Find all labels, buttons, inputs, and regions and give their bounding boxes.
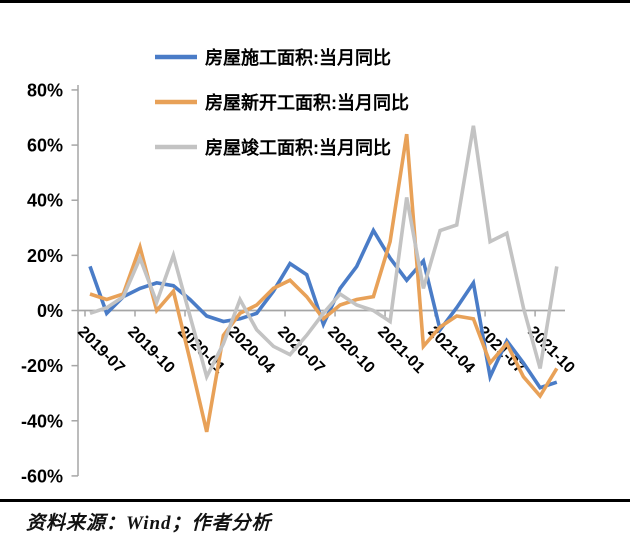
y-axis-label: -20% — [21, 356, 63, 376]
source-note: 资料来源：Wind；作者分析 — [26, 513, 272, 534]
line-chart: 房屋施工面积:当月同比 房屋新开工面积:当月同比 房屋竣工面积:当月同比 80%… — [21, 47, 578, 486]
new-starts-line — [89, 133, 559, 433]
y-axis-ticks — [71, 89, 78, 477]
completions-line — [89, 125, 559, 382]
y-axis-label: 20% — [27, 246, 63, 266]
x-axis-label: 2019-07 — [74, 323, 128, 377]
y-axis-label: -60% — [21, 466, 63, 486]
x-axis-label: 2021-10 — [524, 323, 578, 377]
x-axis-label: 2019-10 — [124, 323, 178, 377]
legend-label-completions: 房屋竣工面积:当月同比 — [205, 137, 391, 158]
y-axis-label: 80% — [27, 80, 63, 100]
bottom-divider — [0, 499, 630, 502]
top-divider — [0, 0, 630, 3]
construction-line — [88, 226, 558, 390]
y-axis-label: 40% — [27, 191, 63, 211]
x-axis-label: 2021-04 — [424, 323, 478, 377]
x-axis-label: 2020-10 — [324, 323, 378, 377]
y-axis-labels: 80% 60% 40% 20% 0% -20% -40% -60% — [21, 80, 63, 486]
legend: 房屋施工面积:当月同比 房屋新开工面积:当月同比 房屋竣工面积:当月同比 — [155, 47, 409, 158]
x-axis-label: 2021-01 — [374, 323, 428, 377]
y-axis-label: 60% — [27, 136, 63, 156]
data-series — [88, 125, 559, 433]
legend-label-construction: 房屋施工面积:当月同比 — [205, 47, 391, 68]
legend-label-new-starts: 房屋新开工面积:当月同比 — [205, 92, 409, 113]
x-axis-label: 2020-04 — [224, 323, 278, 377]
y-axis-label: 0% — [37, 301, 63, 321]
y-axis-label: -40% — [21, 411, 63, 431]
